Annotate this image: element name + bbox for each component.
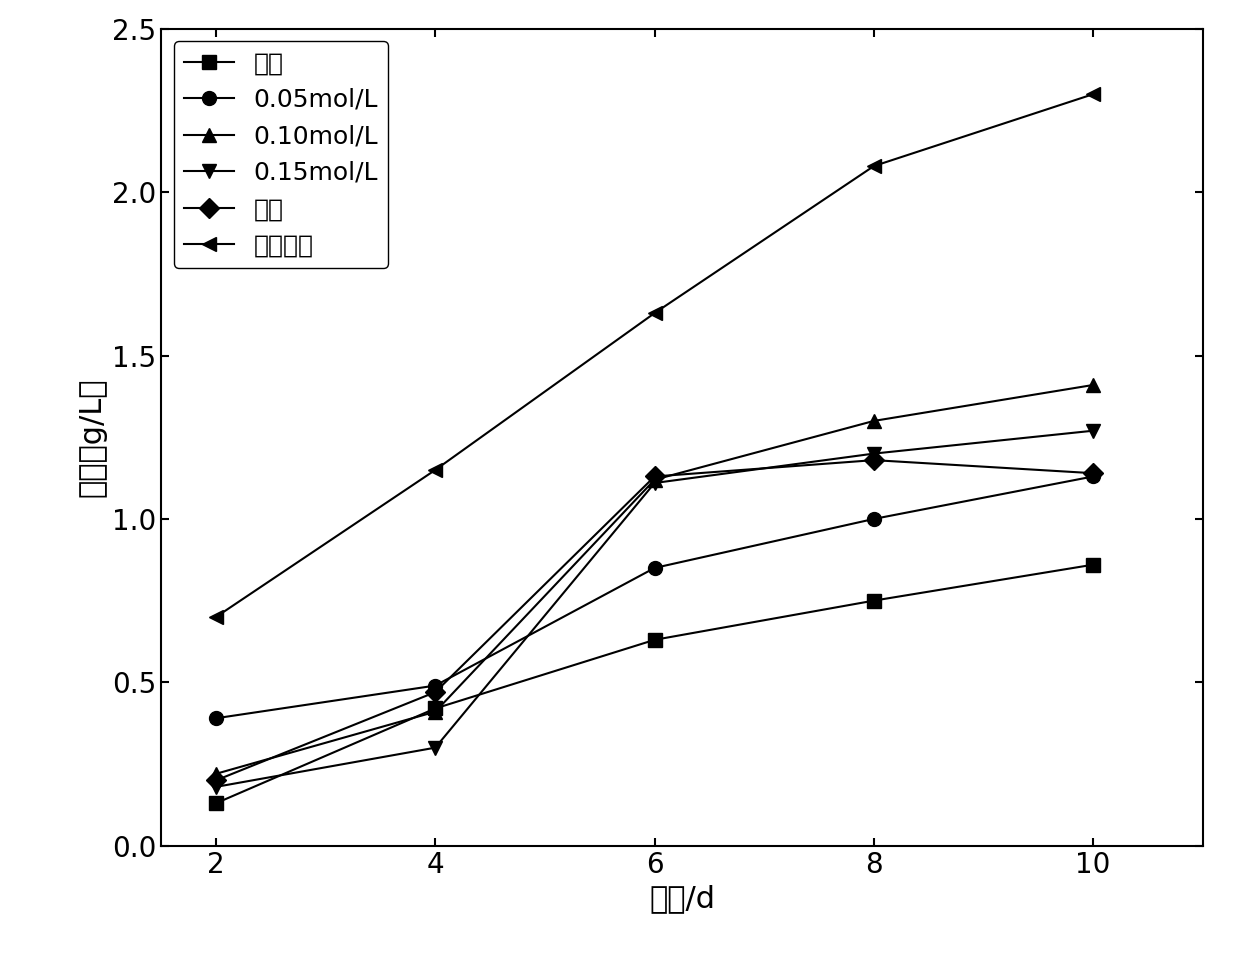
尿素 xyxy=(867,455,882,466)
0.05mol/L xyxy=(208,712,223,724)
0.05mol/L xyxy=(647,562,662,574)
0.05mol/L xyxy=(428,679,443,691)
0.05mol/L xyxy=(867,513,882,525)
0.15mol/L xyxy=(867,448,882,459)
0.15mol/L xyxy=(647,478,662,489)
尿素 xyxy=(647,471,662,482)
X-axis label: 时间/d: 时间/d xyxy=(649,884,715,913)
胰蛋白胨 xyxy=(428,464,443,476)
0.15mol/L xyxy=(208,781,223,793)
Y-axis label: 干重（g/L）: 干重（g/L） xyxy=(77,378,107,497)
Line: 胰蛋白胨: 胰蛋白胨 xyxy=(210,87,1100,624)
自养 xyxy=(428,702,443,714)
Line: 尿素: 尿素 xyxy=(210,454,1100,787)
自养 xyxy=(867,595,882,606)
胰蛋白胨 xyxy=(647,308,662,319)
0.10mol/L xyxy=(208,768,223,779)
0.15mol/L xyxy=(1086,425,1101,436)
0.05mol/L xyxy=(1086,471,1101,482)
0.10mol/L xyxy=(867,415,882,427)
0.10mol/L xyxy=(428,706,443,718)
Line: 0.10mol/L: 0.10mol/L xyxy=(210,378,1100,780)
0.10mol/L xyxy=(647,474,662,485)
自养 xyxy=(208,798,223,809)
0.15mol/L xyxy=(428,742,443,753)
尿素 xyxy=(428,686,443,698)
胰蛋白胨 xyxy=(208,611,223,623)
Legend: 自养, 0.05mol/L, 0.10mol/L, 0.15mol/L, 尿素, 胰蛋白胨: 自养, 0.05mol/L, 0.10mol/L, 0.15mol/L, 尿素,… xyxy=(174,41,388,268)
0.10mol/L xyxy=(1086,380,1101,391)
尿素 xyxy=(1086,467,1101,479)
自养 xyxy=(647,634,662,646)
Line: 0.05mol/L: 0.05mol/L xyxy=(210,470,1100,726)
尿素 xyxy=(208,775,223,786)
胰蛋白胨 xyxy=(867,160,882,172)
Line: 0.15mol/L: 0.15mol/L xyxy=(210,424,1100,794)
胰蛋白胨 xyxy=(1086,88,1101,100)
自养 xyxy=(1086,559,1101,571)
Line: 自养: 自养 xyxy=(210,557,1100,810)
